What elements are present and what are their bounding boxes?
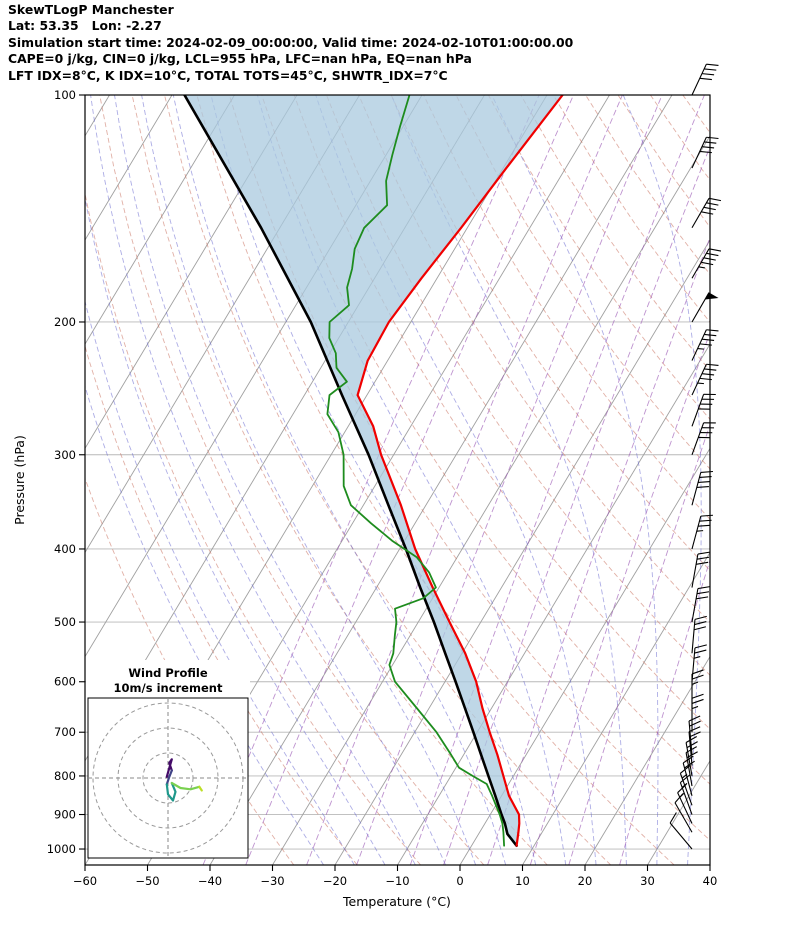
- temperature-tick-label: −50: [135, 874, 159, 888]
- pressure-tick-label: 800: [54, 769, 76, 783]
- temperature-tick-label: −30: [260, 874, 284, 888]
- dewpoint-curve: [326, 95, 505, 847]
- pressure-tick-label: 900: [54, 808, 76, 822]
- parcel-curve: [183, 95, 518, 847]
- temperature-tick-label: −40: [198, 874, 222, 888]
- pressure-tick-label: 400: [54, 542, 76, 556]
- temperature-tick-label: 30: [640, 874, 655, 888]
- pressure-tick-label: 100: [54, 88, 76, 102]
- pressure-tick-label: 500: [54, 615, 76, 629]
- chart-location: Lat: 53.35 Lon: -2.27: [8, 18, 162, 34]
- chart-indices-lft: LFT IDX=8°C, K IDX=10°C, TOTAL TOTS=45°C…: [8, 67, 448, 83]
- pressure-tick-label: 600: [54, 675, 76, 689]
- temperature-tick-label: 20: [578, 874, 593, 888]
- hodograph-title: Wind Profile: [128, 666, 208, 680]
- temperature-tick-label: −20: [323, 874, 347, 888]
- chart-header: SkewTLogP Manchester Lat: 53.35 Lon: -2.…: [8, 2, 573, 84]
- axis-labels: Temperature (°C) Pressure (hPa) Wind Pro…: [12, 435, 451, 909]
- cin-shade: [184, 95, 563, 846]
- chart-times: Simulation start time: 2024-02-09_00:00:…: [8, 34, 574, 50]
- temperature-tick-label: −60: [73, 874, 97, 888]
- temperature-tick-label: 40: [703, 874, 718, 888]
- temperature-tick-label: 0: [456, 874, 463, 888]
- hodograph-inset: [86, 660, 250, 859]
- wind-barbs: [669, 63, 722, 850]
- pressure-tick-label: 200: [54, 315, 76, 329]
- chart-title: SkewTLogP Manchester: [8, 2, 174, 17]
- temperature-tick-label: 10: [515, 874, 530, 888]
- x-axis-label: Temperature (°C): [342, 894, 451, 909]
- temperature-curve: [356, 95, 564, 847]
- hodograph-subtitle: 10m/s increment: [114, 681, 223, 695]
- temperature-tick-label: −10: [385, 874, 409, 888]
- y-axis-label: Pressure (hPa): [12, 435, 27, 525]
- pressure-tick-label: 700: [54, 725, 76, 739]
- chart-indices-cape: CAPE=0 j/kg, CIN=0 j/kg, LCL=955 hPa, LF…: [8, 51, 472, 67]
- pressure-tick-label: 300: [54, 448, 76, 462]
- pressure-tick-label: 1000: [47, 842, 76, 856]
